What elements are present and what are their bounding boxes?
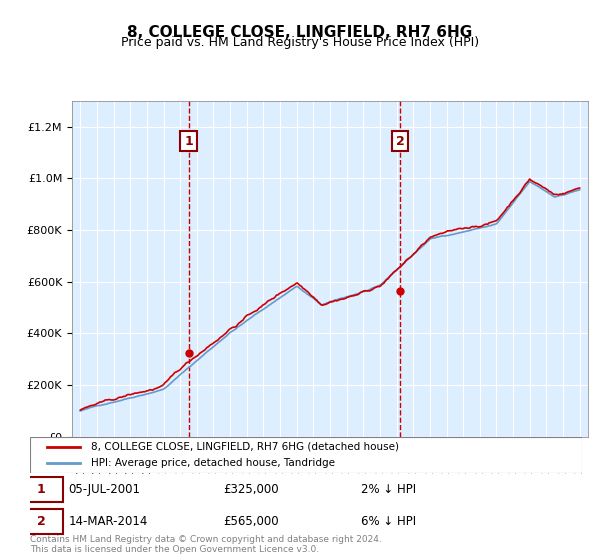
Text: 05-JUL-2001: 05-JUL-2001 — [68, 483, 140, 496]
Text: 1: 1 — [37, 483, 46, 496]
FancyBboxPatch shape — [19, 477, 63, 502]
Text: £565,000: £565,000 — [223, 515, 279, 528]
Text: 2% ↓ HPI: 2% ↓ HPI — [361, 483, 416, 496]
Text: 6% ↓ HPI: 6% ↓ HPI — [361, 515, 416, 528]
Text: £325,000: £325,000 — [223, 483, 279, 496]
Text: 2: 2 — [395, 134, 404, 148]
FancyBboxPatch shape — [30, 437, 582, 473]
Text: Price paid vs. HM Land Registry's House Price Index (HPI): Price paid vs. HM Land Registry's House … — [121, 36, 479, 49]
Text: 2: 2 — [37, 515, 46, 528]
FancyBboxPatch shape — [19, 509, 63, 534]
Text: 8, COLLEGE CLOSE, LINGFIELD, RH7 6HG (detached house): 8, COLLEGE CLOSE, LINGFIELD, RH7 6HG (de… — [91, 442, 399, 452]
Text: Contains HM Land Registry data © Crown copyright and database right 2024.
This d: Contains HM Land Registry data © Crown c… — [30, 535, 382, 554]
Text: 8, COLLEGE CLOSE, LINGFIELD, RH7 6HG: 8, COLLEGE CLOSE, LINGFIELD, RH7 6HG — [127, 25, 473, 40]
Text: 14-MAR-2014: 14-MAR-2014 — [68, 515, 148, 528]
Text: HPI: Average price, detached house, Tandridge: HPI: Average price, detached house, Tand… — [91, 458, 335, 468]
Text: 1: 1 — [184, 134, 193, 148]
